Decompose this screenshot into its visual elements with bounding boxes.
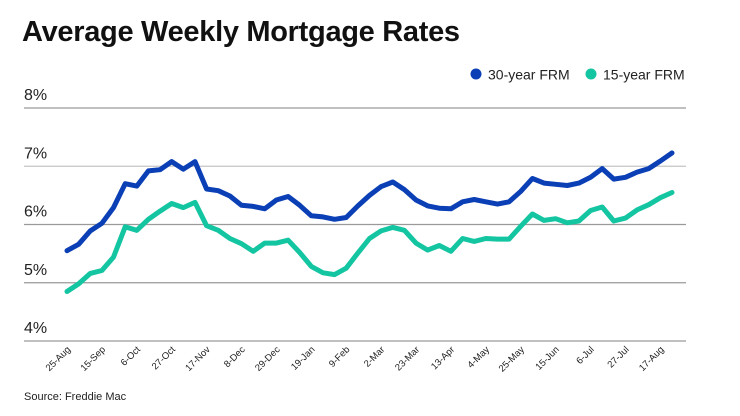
- x-tick-label: 25-May: [497, 344, 527, 374]
- chart-title: Average Weekly Mortgage Rates: [22, 16, 460, 48]
- y-tick-label: 8%: [24, 87, 47, 104]
- y-tick-label: 5%: [24, 262, 47, 279]
- x-tick-label: 6-Jul: [574, 344, 596, 366]
- x-tick-label: 9-Feb: [327, 344, 352, 369]
- legend-marker-icon: [585, 68, 597, 80]
- x-tick-label: 17-Aug: [637, 344, 666, 373]
- x-tick-label: 27-Oct: [150, 344, 178, 372]
- series-line-15-year: [64, 190, 675, 294]
- x-tick-label: 17-Nov: [183, 344, 213, 374]
- x-tick-label: 19-Jan: [289, 344, 317, 372]
- x-tick-label: 4-May: [466, 344, 493, 371]
- x-tick-label: 13-Apr: [429, 344, 457, 372]
- y-tick-label: 4%: [24, 320, 47, 337]
- x-tick-label: 23-Mar: [393, 344, 422, 373]
- x-tick-label: 29-Dec: [253, 344, 283, 374]
- legend-label: 30-year FRM: [488, 67, 570, 83]
- x-tick-label: 15-Jun: [533, 344, 561, 372]
- y-tick-label: 6%: [24, 204, 47, 221]
- x-tick-label: 2-Mar: [362, 344, 387, 369]
- x-tick-label: 6-Oct: [119, 344, 143, 368]
- x-tick-label: 25-Aug: [44, 344, 73, 373]
- x-tick-label: 8-Dec: [222, 344, 248, 370]
- y-tick-label: 7%: [24, 145, 47, 162]
- series-line-30-year: [64, 150, 675, 254]
- legend-label: 15-year FRM: [603, 67, 685, 83]
- x-tick-label: 27-Jul: [606, 344, 632, 370]
- x-tick-label: 15-Sep: [79, 344, 108, 373]
- source-note: Source: Freddie Mac: [24, 391, 127, 403]
- legend-marker-icon: [470, 68, 482, 80]
